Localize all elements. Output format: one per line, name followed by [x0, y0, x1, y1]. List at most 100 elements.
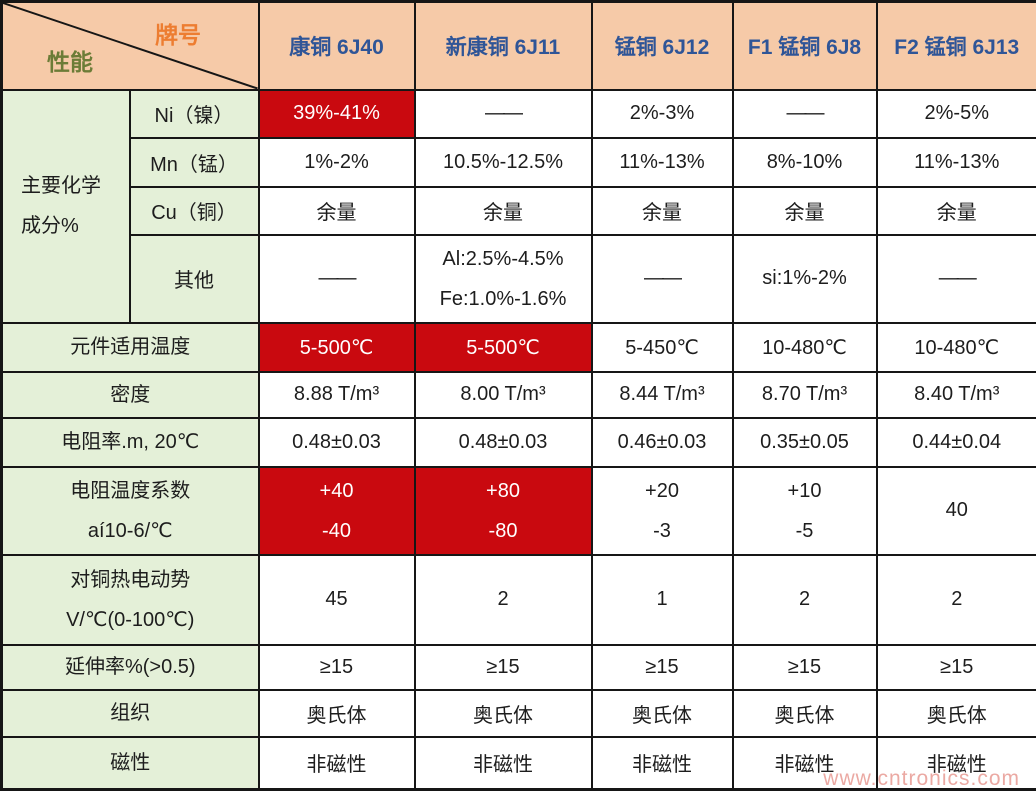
value-cell: 2: [731, 553, 878, 646]
chem-sub-label: Mn（锰）: [128, 136, 260, 188]
text-line: +10: [787, 479, 822, 502]
column-header-5: F2 锰铜 6J13: [875, 0, 1036, 91]
value-cell: 2%-5%: [875, 88, 1036, 139]
value-cell: 8.88 T/m³: [257, 370, 416, 419]
value-cell: ≥15: [875, 643, 1036, 691]
value-cell: 奥氏体: [731, 688, 878, 738]
table-row: 其他 —— Al:2.5%-4.5% Fe:1.0%-1.6% —— si:1%-2% ——: [2, 233, 1036, 324]
table-row: 电阻温度系数 aí10-6/℃ +40 -40 +80 -80 +20 -3 +10 -5 40: [0, 465, 1036, 556]
table-header-row: 牌号 性能 康铜 6J40 新康铜 6J11 锰铜 6J12 F1 锰铜 6J8 F2 …: [0, 0, 1036, 91]
table-row: Mn（锰） 1%-2% 10.5%-12.5% 11%-13% 8%-10% 11%-13…: [2, 136, 1036, 188]
text-line: 电阻温度系数: [70, 479, 191, 502]
value-cell: 非磁性: [731, 735, 878, 791]
row-label: 磁性: [0, 735, 260, 791]
chem-group-label: 主要化学成分%: [0, 88, 131, 324]
value-cell: ≥15: [731, 643, 878, 691]
column-header-1: 康铜 6J40: [257, 0, 416, 91]
text-line: 对铜热电动势: [70, 568, 191, 591]
value-cell: 11%-13%: [875, 136, 1036, 188]
corner-header-cell: 牌号 性能: [0, 0, 260, 91]
value-cell: 5-500℃: [257, 321, 416, 373]
value-cell: 0.46±0.03: [590, 416, 734, 468]
value-cell: 10-480℃: [731, 321, 878, 373]
value-cell: 10-480℃: [875, 321, 1036, 373]
corner-brand-label: 牌号: [155, 22, 201, 48]
value-cell: 8.70 T/m³: [731, 370, 878, 419]
value-cell: ——: [257, 233, 416, 324]
table-row: 元件适用温度 5-500℃ 5-500℃ 5-450℃ 10-480℃ 10-480℃: [0, 321, 1036, 373]
table-row: 组织 奥氏体 奥氏体 奥氏体 奥氏体 奥氏体: [0, 688, 1036, 738]
value-cell: 5-500℃: [413, 321, 593, 373]
value-cell: ——: [731, 88, 878, 139]
watermark-text: www.cntronics.com: [823, 767, 1020, 790]
column-header-4: F1 锰铜 6J8: [731, 0, 878, 91]
corner-performance-label: 性能: [47, 48, 93, 75]
value-cell: 余量: [590, 185, 734, 236]
value-cell: +80 -80: [413, 465, 593, 556]
value-cell: ——: [875, 233, 1036, 324]
text-line: +20: [645, 479, 679, 502]
value-cell: 8%-10%: [731, 136, 878, 188]
text-line: V/℃(0-100℃): [66, 608, 195, 631]
text-line: +40: [319, 479, 354, 502]
value-cell: 非磁性: [413, 735, 593, 791]
value-cell: 1: [590, 553, 734, 646]
value-cell: 余量: [413, 185, 593, 236]
column-header-2: 新康铜 6J11: [413, 0, 593, 91]
table-row: 延伸率%(>0.5) ≥15 ≥15 ≥15 ≥15 ≥15: [0, 643, 1036, 691]
text-line: Fe:1.0%-1.6%: [439, 287, 567, 310]
value-cell: 1%-2%: [257, 136, 416, 188]
text-line: aí10-6/℃: [87, 519, 173, 542]
text-line: 密度: [110, 383, 151, 406]
text-line: 成分%: [21, 215, 79, 237]
table-row: 主要化学 成分% Ni（镍） 39%-41% —— 2%-3% —— 2%-5%: [0, 88, 1036, 324]
chem-sub-label: Ni（镍）: [128, 88, 260, 139]
text-line: 主要化学: [21, 175, 101, 197]
value-cell: +10 -5: [731, 465, 878, 556]
value-cell: si:1%-2%: [731, 233, 878, 324]
text-line: 磁性: [110, 751, 151, 774]
value-cell: Al:2.5%-4.5% Fe:1.0%-1.6%: [413, 233, 593, 324]
text-line: +80: [486, 479, 520, 502]
row-label: 元件适用温度: [0, 321, 260, 373]
column-header-3: 锰铜 6J12: [590, 0, 734, 91]
table-row: 电阻率.m, 20℃ 0.48±0.03 0.48±0.03 0.46±0.03 0.3…: [0, 416, 1036, 468]
text-line: 延伸率%(>0.5): [64, 656, 196, 678]
row-label: 电阻率.m, 20℃: [0, 416, 260, 468]
value-cell: 奥氏体: [413, 688, 593, 738]
value-cell: 非磁性: [590, 735, 734, 791]
value-cell: 45: [257, 553, 416, 646]
row-label: 组织: [0, 688, 260, 738]
value-cell: ≥15: [413, 643, 593, 691]
value-cell: 8.40 T/m³: [875, 370, 1036, 419]
text-line: 元件适用温度: [70, 336, 191, 358]
value-cell: ——: [413, 88, 593, 139]
value-cell: 5-450℃: [590, 321, 734, 373]
value-cell: 非磁性: [875, 735, 1036, 791]
text-line: -5: [795, 519, 814, 542]
chem-sub-label: Cu（铜）: [128, 185, 260, 236]
value-cell: 奥氏体: [590, 688, 734, 738]
value-cell: 余量: [257, 185, 416, 236]
value-cell: 余量: [731, 185, 878, 236]
value-cell: 2: [413, 553, 593, 646]
value-cell: 0.44±0.04: [875, 416, 1036, 468]
table-row: 对铜热电动势 V/℃(0-100℃) 45 2 1 2 2: [0, 553, 1036, 646]
text-line: Al:2.5%-4.5%: [442, 247, 564, 270]
value-cell: 奥氏体: [257, 688, 416, 738]
value-cell: 39%-41%: [257, 88, 416, 139]
row-label: 延伸率%(>0.5): [0, 643, 260, 691]
text-line: -40: [322, 519, 351, 542]
value-cell: 余量: [875, 185, 1036, 236]
value-cell: 8.44 T/m³: [590, 370, 734, 419]
value-cell: 非磁性: [257, 735, 416, 791]
value-cell: ——: [590, 233, 734, 324]
row-label: 密度: [0, 370, 260, 419]
value-cell: 0.35±0.05: [731, 416, 878, 468]
value-cell: +40 -40: [257, 465, 416, 556]
value-cell: +20 -3: [590, 465, 734, 556]
table-row: 密度 8.88 T/m³ 8.00 T/m³ 8.44 T/m³ 8.70 T/m³ 8.…: [0, 370, 1036, 419]
text-line: 组织: [110, 702, 151, 724]
